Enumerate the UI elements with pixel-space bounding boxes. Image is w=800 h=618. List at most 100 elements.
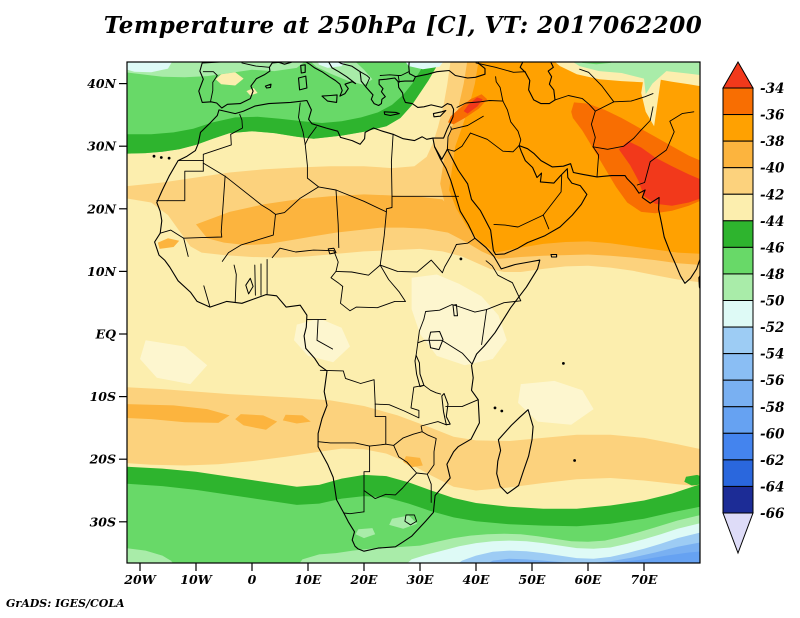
south-green-light-corner — [127, 548, 173, 563]
colorbar-box — [722, 485, 754, 514]
map-line-layer — [152, 62, 700, 552]
colorbar-box — [722, 87, 754, 116]
border-ssudan-uganda — [423, 304, 453, 320]
x-tick-label: 30E — [407, 572, 434, 587]
colorbar-label: -58 — [760, 400, 785, 416]
border-namibia-botswana — [363, 445, 371, 513]
lake-turkana — [452, 304, 458, 317]
chart-title: Temperature at 250hPa [C], VT: 201706220… — [103, 12, 703, 39]
blacksea-pale-blue — [405, 62, 444, 70]
sardinia-coast — [297, 75, 308, 91]
border-kenya-somalia — [481, 309, 488, 346]
sicily-coast — [321, 94, 338, 103]
border-ethiopia-somalia — [485, 260, 522, 311]
border-drc-zambia — [374, 384, 425, 419]
border-caucasus — [475, 62, 526, 73]
colorbar-box — [722, 167, 754, 195]
srilanka-coast — [698, 274, 700, 291]
border-oman-yemen — [542, 214, 550, 230]
border-algeria-libya — [304, 143, 320, 188]
lake-volta — [245, 277, 254, 295]
syria-core — [463, 97, 483, 114]
border-zimbabwe-mozambique — [421, 431, 437, 475]
colorbar-label: -34 — [760, 81, 784, 97]
border-drc-east — [415, 318, 425, 356]
x-tick-label: 10E — [295, 572, 322, 587]
colorbar-arrow-top — [722, 60, 754, 89]
colorbar-box — [722, 140, 754, 169]
border-mauritania-mali — [183, 175, 226, 239]
madagascar-coast — [496, 409, 534, 495]
map-fill-layer — [127, 62, 700, 563]
border-gabon-congo — [316, 319, 334, 350]
border-libya-egypt — [390, 133, 394, 197]
border-morocco-algeria — [202, 113, 243, 162]
border-uganda-tanzania-kenya — [417, 339, 472, 364]
border-amudarya — [579, 68, 615, 103]
border-iran-afghanistan — [590, 110, 596, 148]
border-car-drc — [340, 285, 406, 312]
y-tick-label: EQ — [95, 327, 117, 342]
border-afghanistan-north — [594, 93, 654, 112]
senegal-orange-spot — [157, 238, 180, 249]
border-mali-niger-burkina — [221, 213, 276, 262]
border-ghana-togo — [254, 264, 256, 296]
x-tick-label: 0 — [248, 572, 257, 587]
border-ghana-ivorycoast — [233, 264, 237, 303]
crete-coast — [383, 111, 400, 117]
colorbar-box — [722, 406, 754, 434]
border-ivorycoast-liberia — [203, 285, 211, 308]
border-pyrenees — [241, 62, 270, 68]
sahel-orange-band — [196, 194, 499, 259]
border-zambia-malawi — [420, 421, 447, 433]
border-jordan-saudi — [446, 132, 471, 152]
south-orange-streak-2 — [235, 414, 278, 430]
colorbar-box — [722, 432, 754, 461]
border-yemen-saudi — [493, 214, 544, 228]
cream-east-africa — [411, 274, 507, 366]
border-iraq-iran — [502, 100, 522, 147]
mallorca-coast — [264, 83, 272, 89]
ne-corner-lgreen — [572, 62, 700, 95]
border-pakistan-india — [636, 111, 695, 186]
edge-green-blob — [684, 474, 700, 486]
grads-credit: GrADS: IGES/COLA — [6, 597, 125, 610]
border-tanzania-zambia — [423, 384, 442, 395]
y-tick-label: 10S — [90, 389, 116, 404]
x-tick-label: 40E — [463, 572, 490, 587]
colorbar-box — [722, 300, 754, 328]
border-tunisia-libya — [304, 126, 317, 145]
border-caprivi — [385, 443, 395, 446]
border-algeria-tunisia — [298, 102, 306, 145]
caspian-coast — [519, 62, 556, 105]
colorbar-box — [722, 326, 754, 355]
ne-corner-yellow — [555, 62, 700, 127]
border-iran-turkmenistan — [554, 95, 596, 112]
border-zimbabwe-botswana — [393, 444, 418, 474]
island-dot — [493, 406, 497, 410]
colorbar-label: -46 — [760, 240, 785, 256]
border-syria-iraq — [467, 115, 484, 126]
lake-chad — [327, 247, 337, 255]
italy-coast — [304, 62, 357, 97]
south-deep-blue — [580, 551, 700, 563]
border-albania-greece — [359, 71, 371, 88]
europe-green-light — [127, 62, 305, 78]
colorbar-label: -40 — [760, 161, 785, 177]
south-orange-streak-3 — [282, 414, 311, 424]
x-tick-label: 70E — [631, 572, 658, 587]
iberia-coast — [198, 62, 293, 109]
lake-victoria — [428, 331, 444, 351]
border-angola-namibia — [317, 441, 387, 447]
island-dot — [459, 257, 463, 261]
blacksea-west-coast — [408, 62, 417, 78]
border-eritrea — [455, 237, 476, 245]
cream-atlantic — [140, 340, 208, 385]
border-nigeria-cameroon — [330, 250, 344, 287]
island-dot — [573, 459, 576, 462]
corsica-coast — [300, 64, 306, 74]
border-algeria-mali — [224, 175, 276, 215]
x-tick-label: 20W — [123, 572, 157, 587]
colorbar-label: -62 — [760, 453, 784, 469]
border-turkey-syria-iraq — [456, 100, 504, 108]
